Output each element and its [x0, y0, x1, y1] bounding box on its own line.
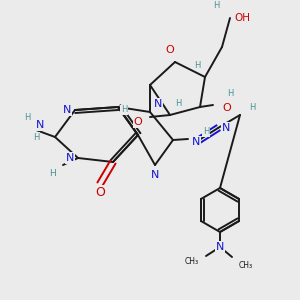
Text: N: N: [192, 137, 200, 147]
Text: O: O: [95, 185, 105, 199]
Text: N: N: [151, 170, 159, 180]
Text: O: O: [134, 117, 142, 127]
Text: O: O: [166, 45, 174, 55]
Text: H: H: [49, 169, 56, 178]
Text: N: N: [154, 99, 162, 109]
Text: N: N: [63, 105, 71, 115]
Text: H: H: [213, 2, 219, 10]
Text: N: N: [66, 153, 74, 163]
Text: CH₃: CH₃: [185, 257, 199, 266]
Text: H: H: [203, 128, 209, 136]
Text: H: H: [121, 106, 127, 115]
Text: OH: OH: [234, 13, 250, 23]
Text: H: H: [249, 103, 255, 112]
Text: H: H: [33, 133, 39, 142]
Text: N: N: [222, 123, 230, 133]
Text: N: N: [216, 242, 224, 252]
Text: N: N: [36, 120, 44, 130]
Text: CH₃: CH₃: [239, 260, 253, 269]
Text: H: H: [175, 98, 181, 107]
Text: H: H: [194, 61, 200, 70]
Text: H: H: [24, 112, 30, 122]
Text: O: O: [223, 103, 231, 113]
Text: H: H: [227, 89, 233, 98]
